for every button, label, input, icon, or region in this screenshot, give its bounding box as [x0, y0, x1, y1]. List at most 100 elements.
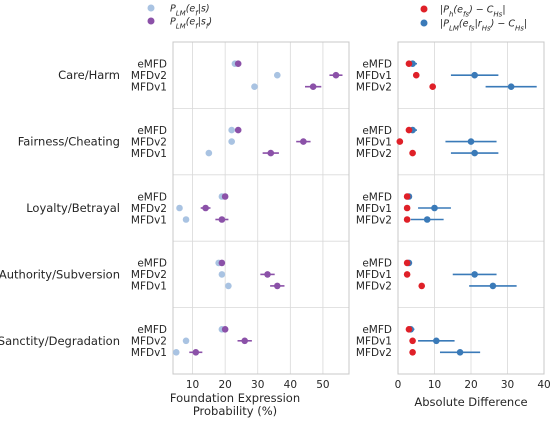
point-lm-diff [471, 71, 478, 79]
point-conditioned [273, 282, 281, 290]
group-labels: Care/Harm Fairness/Cheating Loyalty/Betray… [0, 68, 120, 348]
point-lm-diff [467, 138, 475, 145]
point-conditioned [332, 71, 340, 79]
point-human-diff [403, 193, 411, 200]
group-label: Authority/Subversion [0, 267, 120, 281]
point-human-diff [405, 60, 413, 67]
point-human-diff [412, 71, 420, 79]
point-lm-diff [489, 282, 497, 290]
x-tick-label: 0 [395, 379, 402, 391]
left-panel: 10 20 30 40 50eMFDMFDv2MFDv1eMFDMFDv2MFDv1eM… [131, 41, 350, 391]
legend-marker-purple [147, 17, 155, 25]
row-label: eMFD [362, 324, 392, 336]
point-human-diff [409, 349, 416, 356]
point-base [273, 71, 281, 79]
left-x-axis-title-line1: Foundation Expression [170, 391, 300, 405]
point-base [225, 282, 232, 290]
left-legend: PLM(ef|s) PLM(ef|sf) [147, 4, 212, 31]
row-label: MFDv2 [131, 269, 167, 281]
group-label: Loyalty/Betrayal [26, 201, 120, 215]
point-lm-diff [471, 271, 478, 278]
point-conditioned [218, 216, 226, 223]
row-label: MFDv2 [356, 82, 392, 94]
row-label: MFDv2 [131, 203, 167, 215]
point-conditioned [234, 60, 242, 67]
row-label: MFDv2 [356, 214, 392, 226]
point-conditioned [264, 271, 271, 278]
row-label: eMFD [137, 59, 167, 71]
row-label: eMFD [137, 125, 167, 137]
x-tick-label: 50 [316, 379, 329, 391]
point-human-diff [396, 138, 404, 145]
point-conditioned [218, 259, 226, 267]
point-lm-diff [456, 349, 464, 356]
legend-marker-steel-blue [420, 19, 428, 27]
x-tick-label: 30 [251, 379, 264, 391]
point-human-diff [403, 259, 411, 267]
panel-frame [172, 41, 350, 375]
group-label: Care/Harm [58, 68, 120, 82]
legend-label-lm-diff: |PLM(efs|rHs) − CHs| [440, 19, 527, 33]
point-conditioned [267, 149, 275, 157]
row-label: MFDv1 [356, 70, 392, 82]
point-base [228, 126, 235, 134]
point-human-diff [403, 216, 411, 223]
point-conditioned [221, 193, 229, 200]
row-label: eMFD [137, 258, 167, 270]
point-conditioned [202, 204, 209, 212]
point-conditioned [221, 326, 229, 333]
row-label: eMFD [137, 324, 167, 336]
row-label: MFDv2 [131, 136, 167, 148]
row-label: MFDv1 [356, 203, 392, 215]
point-base [228, 138, 235, 145]
row-label: MFDv2 [356, 281, 392, 293]
point-base [172, 349, 180, 356]
x-tick-label: 30 [501, 379, 514, 391]
row-label: MFDv1 [131, 148, 167, 160]
row-label: MFDv2 [131, 336, 167, 348]
row-label: eMFD [137, 191, 167, 203]
left-x-axis-title-line2: Probability (%) [193, 404, 277, 418]
row-label: MFDv1 [131, 347, 167, 359]
point-base [218, 271, 226, 278]
point-conditioned [300, 138, 307, 145]
legend-marker-light-blue [147, 4, 155, 12]
row-label: MFDv1 [131, 281, 167, 293]
x-tick-label: 40 [284, 379, 297, 391]
point-conditioned [192, 349, 200, 356]
point-human-diff [409, 337, 416, 345]
row-label: MFDv1 [131, 82, 167, 94]
point-human-diff [403, 271, 411, 278]
row-label: eMFD [362, 59, 392, 71]
row-label: MFDv2 [356, 347, 392, 359]
legend-marker-red [420, 5, 428, 13]
point-lm-diff [471, 149, 478, 157]
x-tick-label: 40 [537, 379, 550, 391]
group-label: Fairness/Cheating [18, 135, 120, 149]
x-tick-label: 10 [428, 379, 441, 391]
point-base [176, 204, 183, 212]
group-label: Sanctity/Degradation [0, 334, 120, 348]
right-x-axis-title: Absolute Difference [414, 395, 527, 409]
legend-label-conditioned: PLM(ef|sf) [170, 17, 212, 31]
x-tick-label: 20 [218, 379, 231, 391]
point-human-diff [403, 204, 411, 212]
point-conditioned [241, 337, 249, 345]
point-base [182, 216, 190, 223]
point-human-diff [409, 149, 416, 157]
row-label: MFDv1 [356, 269, 392, 281]
point-human-diff [429, 83, 436, 90]
point-lm-diff [423, 216, 431, 223]
point-lm-diff [431, 204, 438, 212]
point-human-diff [418, 282, 426, 290]
point-conditioned [234, 126, 242, 134]
point-conditioned [309, 83, 317, 90]
row-label: eMFD [362, 125, 392, 137]
x-tick-label: 10 [186, 379, 199, 391]
row-label: eMFD [362, 258, 392, 270]
row-label: MFDv1 [356, 136, 392, 148]
point-lm-diff [507, 83, 515, 90]
right-legend: |Ph(efs) − CHs| |PLM(efs|rHs) − CHs| [420, 5, 527, 33]
row-label: MFDv1 [131, 214, 167, 226]
